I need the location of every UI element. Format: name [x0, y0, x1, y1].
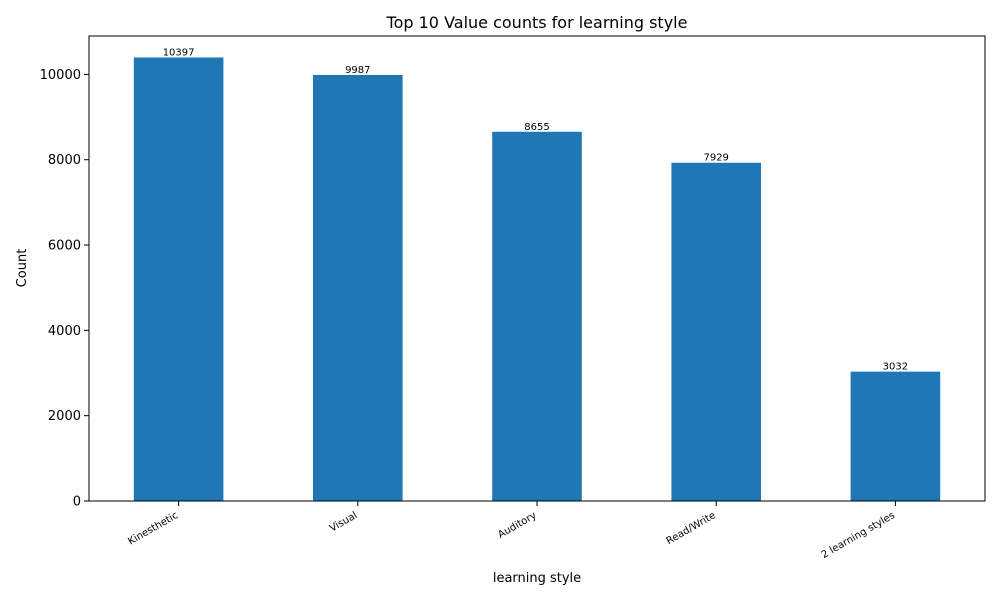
x-tick-label-2: Auditory — [496, 510, 538, 541]
x-tick-label-4: 2 learning styles — [820, 510, 897, 561]
bar-4 — [850, 371, 941, 501]
bar-value-label-3: 7929 — [703, 153, 728, 164]
y-tick-label-5: 10000 — [40, 68, 81, 83]
x-tick-label-3: Read/Write — [665, 510, 718, 547]
bar-value-label-1: 9987 — [345, 65, 370, 76]
bar-value-label-4: 3032 — [883, 362, 908, 373]
y-tick-label-3: 6000 — [48, 239, 81, 254]
y-tick-label-2: 4000 — [48, 324, 81, 339]
bar-1 — [313, 74, 403, 501]
bar-value-label-0: 10397 — [163, 47, 195, 58]
y-axis-label: Count — [15, 249, 30, 288]
bar-3 — [671, 162, 761, 501]
bar-value-label-2: 8655 — [524, 122, 549, 133]
bar-0 — [133, 57, 224, 502]
bar-2 — [492, 131, 582, 501]
chart-title: Top 10 Value counts for learning style — [386, 13, 688, 32]
axes-frame — [88, 35, 986, 502]
x-axis-label: learning style — [493, 571, 581, 586]
plot-area: 10397 Kinesthetic 9987 Visual 8655 Auditory 79… — [40, 35, 986, 561]
y-tick-label-0: 0 — [73, 495, 81, 510]
y-tick-label-1: 2000 — [48, 409, 81, 424]
x-tick-label-1: Visual — [328, 510, 359, 534]
y-tick-label-4: 8000 — [48, 153, 81, 168]
x-tick-label-0: Kinesthetic — [126, 510, 180, 547]
